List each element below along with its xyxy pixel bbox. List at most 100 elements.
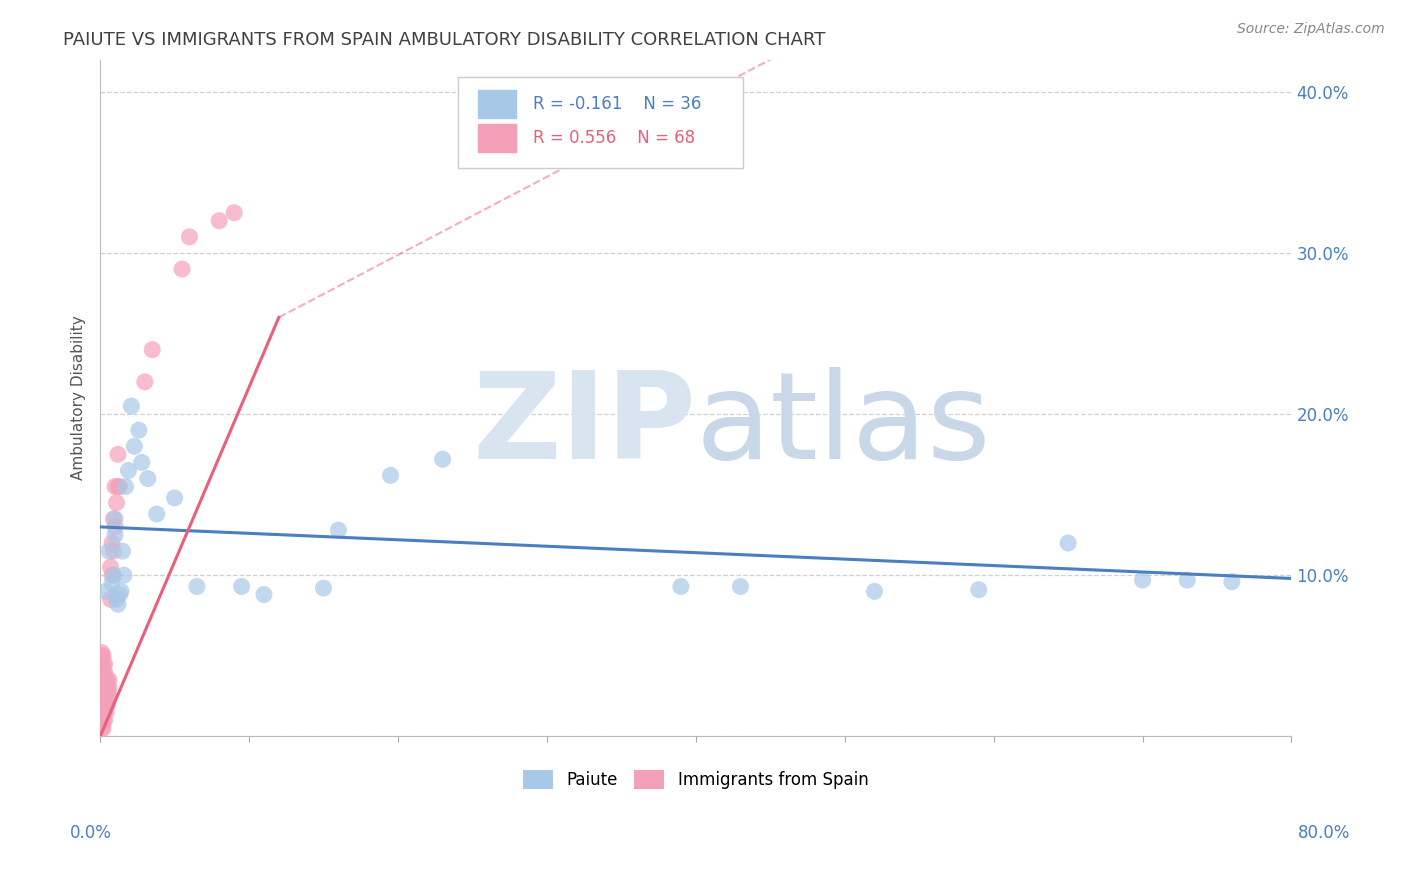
Point — [208, 213, 231, 227]
Point — [94, 705, 117, 719]
Text: R = 0.556    N = 68: R = 0.556 N = 68 — [533, 129, 695, 147]
Point — [90, 652, 112, 666]
Point — [90, 657, 112, 671]
Point — [1057, 536, 1080, 550]
Point — [94, 689, 117, 703]
Point — [90, 662, 112, 676]
Point — [94, 584, 117, 599]
Point — [93, 705, 115, 719]
Point — [93, 665, 115, 679]
Point — [90, 646, 112, 660]
Point — [104, 512, 127, 526]
Text: Source: ZipAtlas.com: Source: ZipAtlas.com — [1237, 22, 1385, 37]
Point — [107, 597, 129, 611]
Point — [967, 582, 990, 597]
Point — [114, 480, 136, 494]
Point — [90, 721, 112, 735]
Legend: Paiute, Immigrants from Spain: Paiute, Immigrants from Spain — [516, 764, 875, 796]
Point — [90, 665, 112, 679]
Point — [98, 681, 121, 695]
Point — [98, 673, 121, 687]
Point — [90, 648, 112, 663]
Text: ZIP: ZIP — [472, 367, 696, 483]
Point — [103, 544, 125, 558]
Point — [94, 697, 117, 711]
Point — [120, 399, 142, 413]
Point — [432, 452, 454, 467]
Point — [91, 697, 114, 711]
Point — [90, 710, 112, 724]
Point — [97, 673, 120, 687]
Point — [91, 713, 114, 727]
Text: 80.0%: 80.0% — [1298, 824, 1350, 842]
Point — [93, 673, 115, 687]
Point — [90, 716, 112, 731]
Point — [117, 463, 139, 477]
Point — [224, 205, 246, 219]
Point — [93, 697, 115, 711]
Point — [93, 657, 115, 671]
Point — [91, 705, 114, 719]
Point — [90, 713, 112, 727]
Point — [253, 588, 276, 602]
Bar — [478, 90, 516, 119]
Point — [103, 568, 125, 582]
Point — [98, 544, 121, 558]
Point — [94, 681, 117, 695]
Point — [312, 581, 335, 595]
Point — [103, 512, 125, 526]
Text: R = -0.161    N = 36: R = -0.161 N = 36 — [533, 95, 702, 113]
Point — [131, 455, 153, 469]
Point — [111, 544, 134, 558]
Text: PAIUTE VS IMMIGRANTS FROM SPAIN AMBULATORY DISABILITY CORRELATION CHART: PAIUTE VS IMMIGRANTS FROM SPAIN AMBULATO… — [63, 31, 825, 49]
Point — [110, 584, 132, 599]
Point — [107, 480, 129, 494]
Point — [105, 592, 128, 607]
Point — [134, 375, 156, 389]
Point — [1175, 573, 1198, 587]
Point — [90, 689, 112, 703]
Point — [730, 580, 752, 594]
Point — [179, 230, 201, 244]
Point — [91, 648, 114, 663]
Point — [112, 568, 135, 582]
Point — [90, 681, 112, 695]
Point — [170, 262, 193, 277]
Point — [108, 588, 131, 602]
Point — [91, 681, 114, 695]
Point — [97, 681, 120, 695]
Point — [91, 689, 114, 703]
Point — [100, 592, 122, 607]
Point — [328, 523, 350, 537]
Point — [91, 721, 114, 735]
Point — [101, 576, 124, 591]
Point — [90, 678, 112, 692]
Point — [1220, 574, 1243, 589]
Point — [100, 560, 122, 574]
Point — [97, 689, 120, 703]
Y-axis label: Ambulatory Disability: Ambulatory Disability — [72, 316, 86, 481]
Point — [163, 491, 186, 505]
Point — [90, 700, 112, 714]
Point — [1132, 573, 1154, 587]
Point — [136, 471, 159, 485]
Point — [91, 665, 114, 679]
Point — [90, 684, 112, 698]
Point — [105, 496, 128, 510]
Point — [231, 580, 253, 594]
Bar — [478, 124, 516, 153]
Point — [94, 673, 117, 687]
Point — [93, 689, 115, 703]
Text: atlas: atlas — [696, 367, 991, 483]
Point — [107, 447, 129, 461]
Point — [141, 343, 163, 357]
Point — [101, 536, 124, 550]
Point — [104, 528, 127, 542]
Point — [90, 694, 112, 708]
Point — [101, 568, 124, 582]
Point — [90, 668, 112, 682]
Point — [863, 584, 886, 599]
FancyBboxPatch shape — [457, 77, 744, 168]
Point — [380, 468, 402, 483]
Point — [145, 507, 167, 521]
